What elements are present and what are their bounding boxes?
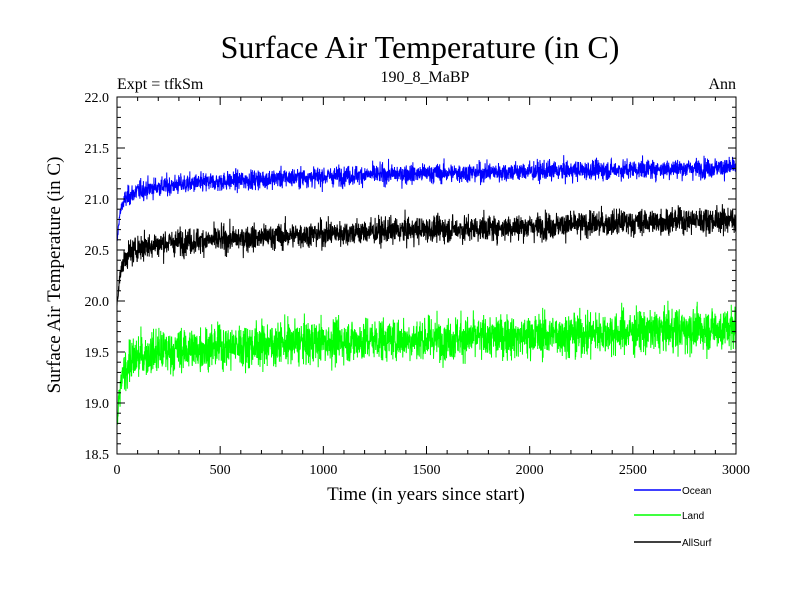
legend-label-allsurf: AllSurf bbox=[682, 538, 712, 549]
chart-title: Surface Air Temperature (in C) bbox=[221, 29, 620, 65]
x-tick-label: 0 bbox=[114, 463, 121, 478]
y-tick-label: 19.5 bbox=[85, 346, 110, 361]
plot-series bbox=[116, 155, 737, 425]
series-line-allsurf bbox=[116, 204, 737, 307]
x-axis: 0 500 1000 1500 2000 2500 3000 bbox=[114, 97, 750, 478]
x-tick-label: 1000 bbox=[309, 463, 337, 478]
y-tick-label: 22.0 bbox=[85, 91, 110, 106]
legend: Ocean Land AllSurf bbox=[634, 486, 712, 549]
y-axis-label: Surface Air Temperature (in C) bbox=[44, 157, 65, 394]
subtitle-left: Expt = tfkSm bbox=[117, 76, 204, 93]
x-tick-label: 2000 bbox=[516, 463, 544, 478]
y-tick-label: 18.5 bbox=[85, 448, 110, 463]
x-tick-label: 3000 bbox=[722, 463, 750, 478]
x-tick-label: 1500 bbox=[413, 463, 441, 478]
y-tick-label: 19.0 bbox=[85, 397, 110, 412]
y-tick-label: 20.0 bbox=[85, 295, 110, 310]
x-axis-label: Time (in years since start) bbox=[327, 484, 525, 505]
y-tick-label: 20.5 bbox=[85, 244, 110, 259]
y-tick-label: 21.5 bbox=[85, 142, 110, 157]
subtitle-right: Ann bbox=[708, 76, 736, 93]
y-axis: 18.5 19.0 19.5 20.0 20.5 21.0 21.5 22.0 bbox=[85, 91, 736, 463]
x-tick-label: 2500 bbox=[619, 463, 647, 478]
y-tick-label: 21.0 bbox=[85, 193, 110, 208]
series-line-ocean bbox=[116, 155, 737, 242]
x-tick-label: 500 bbox=[210, 463, 231, 478]
subtitle-center: 190_8_MaBP bbox=[381, 69, 470, 86]
legend-label-ocean: Ocean bbox=[682, 486, 711, 497]
plot-frame bbox=[116, 96, 737, 455]
series-line-land bbox=[116, 300, 737, 425]
legend-label-land: Land bbox=[682, 511, 704, 522]
